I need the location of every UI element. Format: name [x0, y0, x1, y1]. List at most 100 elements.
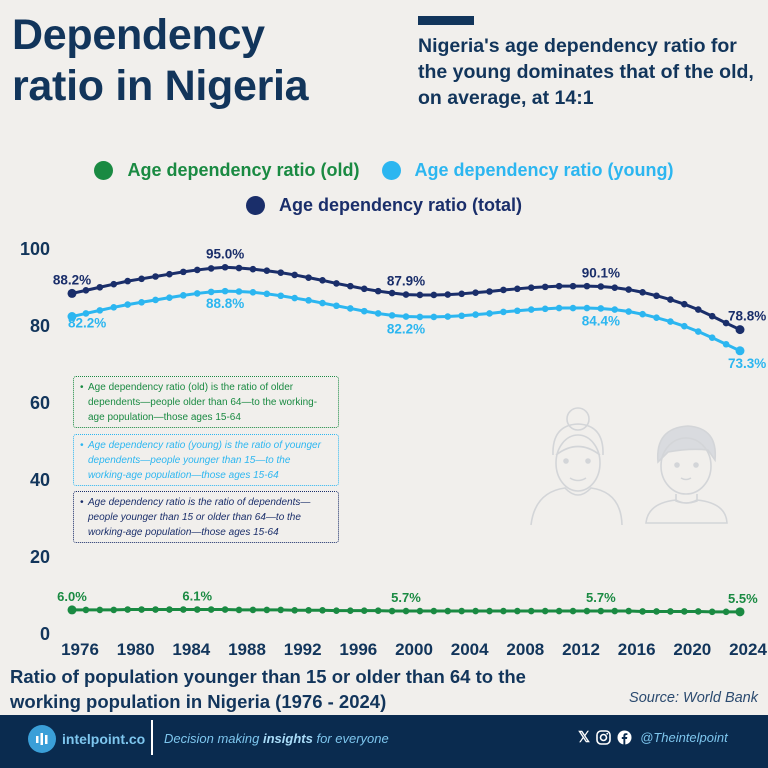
- data-point-total: [110, 280, 118, 288]
- data-point-young: [708, 334, 716, 342]
- data-point-old: [374, 607, 382, 614]
- data-point-total: [347, 282, 354, 290]
- y-tick-label: 60: [30, 393, 50, 413]
- data-point-old: [472, 607, 479, 615]
- data-point-total: [583, 282, 591, 290]
- data-point-old: [82, 606, 90, 614]
- legend-dot-young-icon: [381, 161, 401, 180]
- data-point-total: [249, 265, 257, 273]
- data-point-old: [388, 607, 396, 615]
- data-point-total: [67, 288, 77, 298]
- data-point-total: [207, 265, 215, 272]
- data-point-young: [681, 322, 688, 330]
- y-tick-label: 80: [30, 316, 50, 336]
- data-point-total: [402, 291, 410, 298]
- data-point-total: [82, 287, 90, 294]
- legend-row-2: Age dependency ratio (total): [0, 195, 768, 216]
- data-point-old: [249, 606, 257, 614]
- series-young: 82.2% 88.8% 82.2% 84.4% 73.3%: [67, 287, 766, 371]
- data-point-total: [333, 280, 340, 287]
- legend-label-young: Age dependency ratio (young): [414, 160, 674, 180]
- data-point-total: [458, 290, 465, 298]
- data-point-young: [639, 310, 646, 318]
- data-label-total: 87.9%: [387, 274, 425, 289]
- accent-bar: [418, 16, 474, 25]
- data-point-old: [569, 607, 577, 615]
- footer: intelpoint.co Decision making insights f…: [0, 715, 768, 768]
- note-old-text: Age dependency ratio (old) is the ratio …: [88, 382, 318, 423]
- note-total-text: Age dependency ratio is the ratio of dep…: [88, 497, 311, 538]
- data-point-young: [611, 306, 619, 313]
- brand-link[interactable]: intelpoint.co: [62, 731, 146, 747]
- x-icon[interactable]: 𝕏: [578, 729, 591, 746]
- data-label-young: 84.4%: [582, 313, 620, 328]
- data-point-total: [735, 325, 745, 335]
- data-point-total: [625, 286, 632, 293]
- data-point-young: [124, 301, 131, 308]
- data-label-young: 82.2%: [68, 316, 106, 331]
- data-point-total: [416, 291, 424, 299]
- data-point-young: [430, 313, 438, 321]
- data-point-old: [653, 608, 660, 615]
- facebook-icon[interactable]: [617, 730, 632, 745]
- bar-logo-icon: [36, 733, 48, 745]
- data-point-young: [221, 287, 229, 295]
- legend-dot-old-icon: [94, 161, 114, 180]
- source-label: Source: World Bank: [629, 690, 758, 706]
- page-title: Dependency ratio in Nigeria: [12, 10, 309, 112]
- data-point-total: [597, 283, 605, 290]
- data-label-total: 78.8%: [728, 309, 766, 324]
- line-chart: 0 20 40 60 80 100 1976 1980 1984 1988 1992 1996 200…: [20, 239, 767, 659]
- bullet-icon: •: [80, 382, 84, 393]
- bullet-icon: •: [80, 497, 84, 508]
- data-point-young: [263, 290, 271, 298]
- data-point-total: [152, 273, 159, 280]
- data-point-young: [305, 297, 312, 304]
- data-label-young: 88.8%: [206, 296, 244, 311]
- data-point-total: [653, 292, 660, 300]
- x-tick-label: 1992: [284, 640, 322, 659]
- data-point-young: [235, 288, 243, 295]
- series-total: 88.2% 95.0% 87.9% 90.1% 78.8%: [53, 246, 766, 335]
- data-point-old: [639, 608, 646, 615]
- data-point-old: [625, 607, 632, 615]
- data-point-young: [722, 340, 730, 348]
- data-point-total: [388, 289, 396, 297]
- data-point-old: [193, 606, 201, 613]
- data-point-young: [583, 304, 591, 312]
- social-links: 𝕏 @Theintelpoint: [578, 728, 728, 746]
- data-point-young: [735, 346, 745, 356]
- data-label-old: 5.7%: [391, 590, 421, 605]
- data-label-old: 6.0%: [57, 589, 87, 604]
- data-point-young: [152, 296, 159, 304]
- series-old: 6.0% 6.1% 5.7% 5.7% 5.5%: [57, 589, 758, 617]
- social-handle[interactable]: @Theintelpoint: [640, 729, 728, 745]
- data-point-old: [305, 606, 312, 614]
- data-point-young: [180, 292, 187, 299]
- y-axis: 0 20 40 60 80 100: [20, 239, 50, 644]
- intelpoint-logo-icon: [28, 725, 56, 753]
- data-point-old: [722, 608, 730, 616]
- legend: Age dependency ratio (old) Age dependenc…: [0, 160, 768, 181]
- data-point-young: [625, 308, 632, 315]
- data-point-young: [67, 312, 77, 322]
- legend-label-total: Age dependency ratio (total): [278, 195, 523, 215]
- data-point-old: [360, 607, 368, 614]
- instagram-icon[interactable]: [596, 729, 611, 745]
- data-point-old: [430, 607, 438, 615]
- subtitle: Nigeria's age dependency ratio for the y…: [418, 35, 754, 109]
- legend-item-old: Age dependency ratio (old): [94, 160, 360, 181]
- data-point-total: [708, 312, 716, 320]
- data-point-old: [180, 606, 187, 613]
- data-point-young: [388, 312, 396, 319]
- data-point-total: [569, 282, 577, 290]
- data-point-young: [193, 290, 201, 297]
- legend-item-total: Age dependency ratio (total): [245, 195, 523, 216]
- note-old: • Age dependency ratio (old) is the rati…: [73, 376, 339, 428]
- legend-item-young: Age dependency ratio (young): [381, 160, 674, 181]
- data-point-young: [694, 328, 702, 335]
- data-point-young: [527, 306, 535, 313]
- young-boy-icon: [645, 425, 728, 524]
- data-point-total: [305, 274, 312, 281]
- data-point-total: [374, 287, 382, 295]
